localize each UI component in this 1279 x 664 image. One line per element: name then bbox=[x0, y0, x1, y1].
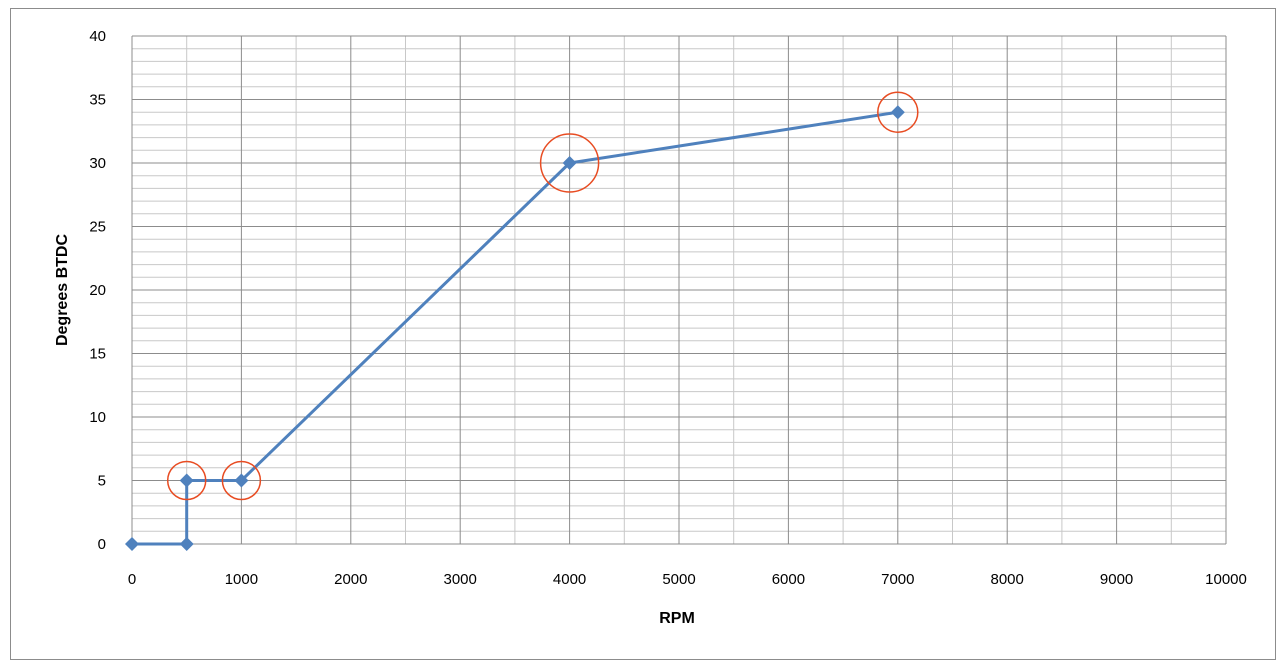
annotation-circle bbox=[221, 460, 262, 501]
annotations bbox=[166, 91, 919, 501]
data-point bbox=[890, 105, 905, 120]
x-tick-label: 6000 bbox=[772, 571, 805, 588]
annotation-circle bbox=[539, 133, 600, 193]
x-tick-label: 10000 bbox=[1205, 571, 1247, 588]
grid bbox=[131, 35, 1227, 545]
tick-labels: 0 1000 2000 3000 4000 5000 6000 7000 8000 9000 100… bbox=[89, 28, 1247, 588]
x-tick-label: 1000 bbox=[225, 571, 258, 588]
y-tick-label: 35 bbox=[89, 92, 106, 109]
data-point bbox=[179, 537, 194, 551]
data-point bbox=[234, 473, 249, 488]
x-axis-title: RPM bbox=[659, 610, 695, 627]
y-tick-label: 40 bbox=[89, 28, 106, 45]
x-tick-label: 3000 bbox=[444, 571, 477, 588]
y-tick-label: 0 bbox=[98, 536, 106, 553]
x-tick-label: 4000 bbox=[553, 571, 586, 588]
y-tick-label: 5 bbox=[98, 473, 106, 490]
annotation-circle bbox=[877, 91, 919, 133]
y-tick-label: 30 bbox=[89, 155, 106, 172]
y-tick-label: 10 bbox=[89, 409, 106, 426]
y-tick-label: 20 bbox=[89, 282, 106, 299]
y-tick-label: 25 bbox=[89, 219, 106, 236]
data-point bbox=[179, 473, 194, 488]
x-tick-label: 0 bbox=[128, 571, 136, 588]
x-tick-label: 7000 bbox=[881, 571, 914, 588]
x-tick-label: 5000 bbox=[662, 571, 695, 588]
chart-area bbox=[10, 8, 1276, 660]
x-tick-label: 8000 bbox=[991, 571, 1024, 588]
annotation-circle bbox=[166, 460, 207, 501]
x-tick-label: 2000 bbox=[334, 571, 367, 588]
data-point bbox=[125, 537, 139, 551]
data-point bbox=[562, 156, 577, 170]
y-axis-title: Degrees BTDC bbox=[54, 234, 71, 346]
series-line bbox=[132, 110, 899, 546]
series-1 bbox=[125, 105, 905, 551]
y-tick-label: 15 bbox=[89, 346, 106, 363]
x-tick-label: 9000 bbox=[1100, 571, 1133, 588]
